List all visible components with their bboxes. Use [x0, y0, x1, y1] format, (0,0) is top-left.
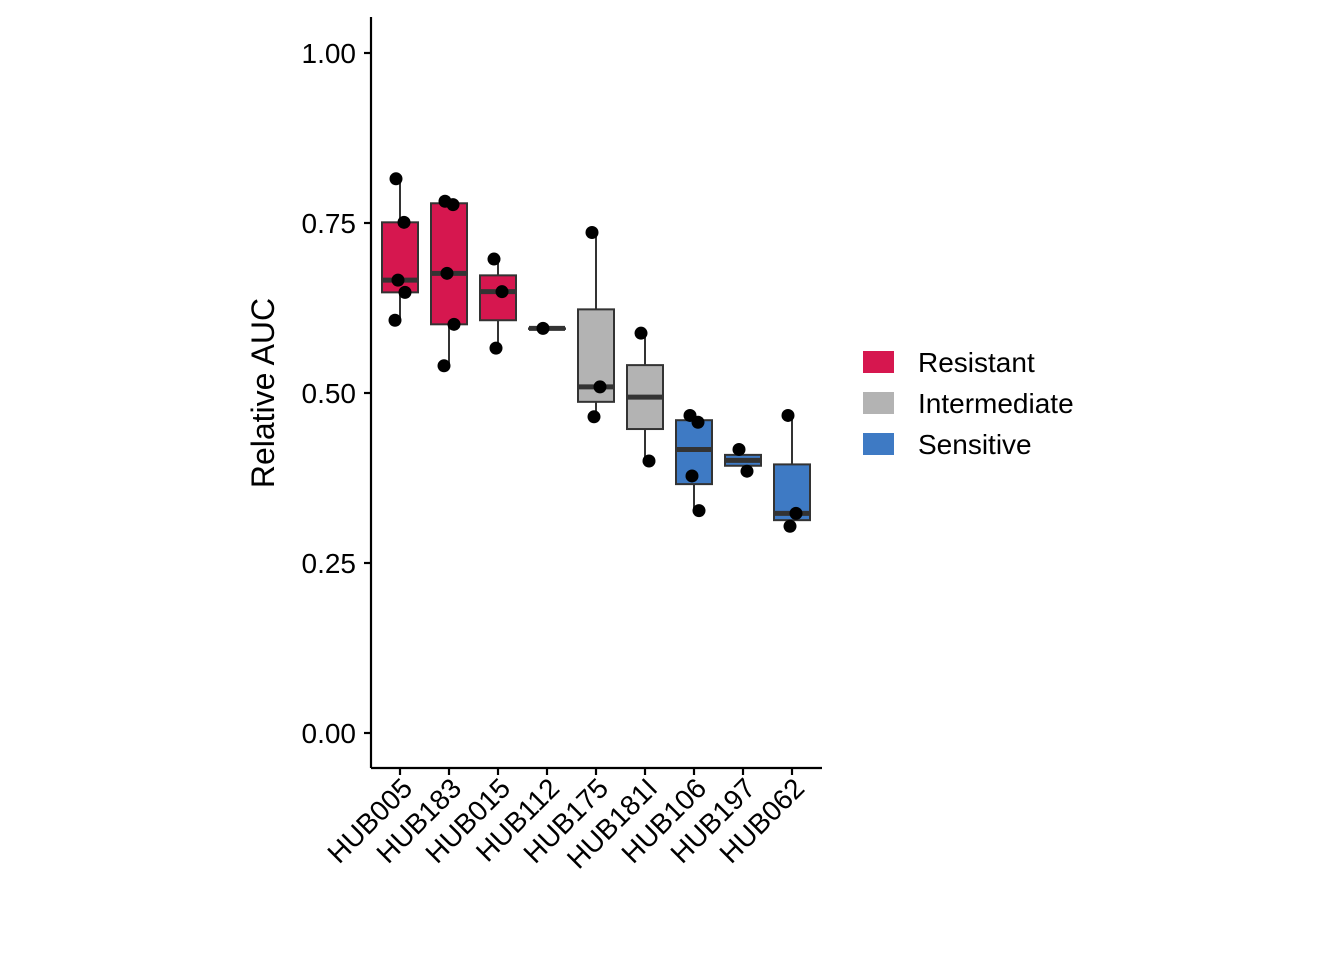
data-point: [495, 285, 509, 299]
box-hub181i: [626, 333, 664, 461]
data-point: [587, 410, 601, 424]
data-point: [593, 380, 607, 394]
plot-area: [381, 172, 811, 533]
data-point: [685, 469, 699, 483]
data-point: [391, 273, 405, 287]
box-hub005: [381, 178, 419, 321]
legend-label-intermediate: Intermediate: [918, 388, 1074, 419]
y-tick-label: 0.75: [302, 208, 357, 239]
data-point: [447, 317, 461, 331]
data-point: [446, 198, 460, 212]
data-point: [397, 215, 411, 229]
legend-swatch-intermediate: [863, 392, 894, 414]
data-point: [789, 506, 803, 520]
box-hub183: [430, 201, 468, 366]
data-point: [489, 341, 503, 355]
data-point: [732, 442, 746, 456]
data-point: [692, 504, 706, 518]
y-axis-title: Relative AUC: [245, 298, 281, 488]
data-point: [691, 415, 705, 429]
box-rect: [479, 274, 517, 322]
data-point: [536, 321, 550, 335]
data-point: [783, 519, 797, 533]
y-axis-ticks: 0.00 0.25 0.50 0.75 1.00: [302, 38, 371, 749]
legend-swatch-resistant: [863, 351, 894, 373]
box-rect: [430, 202, 468, 326]
y-tick-label: 0.50: [302, 378, 357, 409]
legend-label-resistant: Resistant: [918, 347, 1035, 378]
box-hub106: [675, 415, 713, 511]
data-point: [781, 408, 795, 422]
box-hub015: [479, 259, 517, 349]
legend: Resistant Intermediate Sensitive: [863, 347, 1074, 460]
data-point: [585, 226, 599, 240]
data-point: [437, 359, 451, 373]
data-point: [389, 172, 403, 186]
data-point: [634, 326, 648, 340]
legend-swatch-sensitive: [863, 433, 894, 455]
data-point: [487, 252, 501, 266]
data-point: [398, 285, 412, 299]
data-point: [388, 313, 402, 327]
data-point: [440, 266, 454, 280]
data-point: [740, 464, 754, 478]
y-tick-label: 1.00: [302, 38, 357, 69]
x-axis-ticks: HUB005HUB183HUB015HUB112HUB175HUB181IHUB…: [321, 768, 810, 875]
data-point: [642, 454, 656, 468]
y-tick-label: 0.00: [302, 718, 357, 749]
legend-label-sensitive: Sensitive: [918, 429, 1032, 460]
y-tick-label: 0.25: [302, 548, 357, 579]
